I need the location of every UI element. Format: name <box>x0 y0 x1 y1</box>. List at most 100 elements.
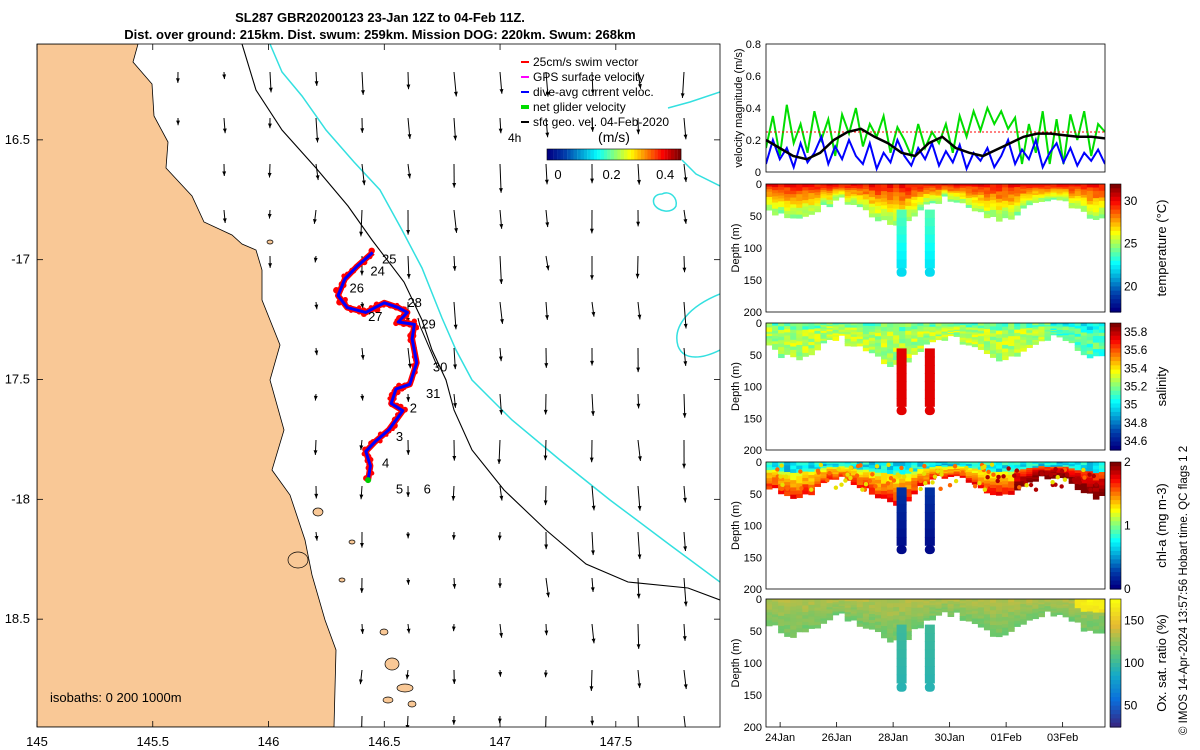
section-cell <box>965 605 973 609</box>
section-cell <box>899 478 906 484</box>
section-cell <box>923 468 930 472</box>
section-cell <box>1026 607 1033 611</box>
colorbar-cell <box>1110 607 1121 613</box>
section-cell <box>971 599 979 603</box>
section-cell <box>923 187 930 191</box>
colorbar-cell <box>573 149 578 160</box>
section-cell <box>766 329 773 333</box>
section-cell <box>1008 329 1015 334</box>
chl-sample <box>779 463 784 468</box>
section-cell <box>874 628 882 633</box>
section-cell <box>1068 466 1076 469</box>
section-cell <box>826 204 834 208</box>
section-cell <box>899 355 906 361</box>
section-cell <box>766 599 773 603</box>
section-cell <box>832 462 840 465</box>
colorbar-title: (m/s) <box>598 129 630 145</box>
section-cell <box>862 184 870 188</box>
section-cell <box>766 189 773 193</box>
section-cell <box>941 470 949 473</box>
section-cell <box>911 607 918 612</box>
colorbar-label: Ox. sat. ratio (%) <box>1154 614 1169 712</box>
section-cell <box>856 477 864 481</box>
colorbar-cell <box>1110 386 1121 392</box>
section-cell <box>790 602 797 608</box>
section-cell <box>1008 628 1015 632</box>
section-cell <box>959 462 967 465</box>
section-cell <box>1014 323 1021 327</box>
section-cell <box>1050 465 1058 468</box>
section-cell <box>1050 184 1058 187</box>
section-cell <box>790 200 797 205</box>
section-cell <box>996 478 1003 483</box>
section-cell <box>953 468 961 471</box>
section-cell <box>923 195 930 199</box>
section-cell <box>953 189 961 192</box>
section-cell <box>923 185 930 189</box>
section-cell <box>862 201 870 206</box>
section-cell <box>1068 334 1076 338</box>
section-cell <box>1092 198 1100 203</box>
section-cell <box>802 487 809 492</box>
vector-arrowhead <box>497 718 502 724</box>
section-cell <box>881 462 888 467</box>
section-cell <box>778 210 785 214</box>
colorbar-tick-label: 50 <box>1124 699 1138 713</box>
island <box>266 239 274 245</box>
section-cell <box>977 482 985 486</box>
section-cell <box>996 217 1003 222</box>
y-tick-label: -18 <box>11 491 30 506</box>
section-cell <box>1008 336 1015 341</box>
section-cell <box>796 621 803 626</box>
section-cell <box>947 609 955 612</box>
section-cell <box>1074 599 1082 602</box>
section-cell <box>1032 600 1039 604</box>
section-cell <box>983 471 991 475</box>
section-cell <box>838 604 846 607</box>
section-cell <box>983 608 991 612</box>
depth-tick-label: 0 <box>756 594 762 606</box>
vector-arrowhead <box>543 726 547 727</box>
section-cell <box>953 323 961 325</box>
section-cell <box>784 326 791 330</box>
dive-column <box>896 373 907 383</box>
section-cell <box>917 207 924 211</box>
section-cell <box>1080 624 1088 629</box>
section-cell <box>1014 211 1021 216</box>
colorbar-cell <box>1110 407 1121 413</box>
section-cell <box>1068 616 1076 620</box>
section-cell <box>977 485 985 489</box>
section-cell <box>1056 191 1064 195</box>
section-cell <box>1032 471 1039 475</box>
section-cell <box>838 325 846 328</box>
section-cell <box>1098 190 1105 195</box>
section-cell <box>917 607 924 612</box>
colorbar-cell <box>550 149 554 160</box>
day-label: 3 <box>396 429 403 444</box>
section-cell <box>784 190 791 195</box>
section-cell <box>1056 188 1064 191</box>
colorbar-cell <box>553 149 558 160</box>
section-cell <box>1038 602 1045 605</box>
section-cell <box>850 617 858 621</box>
section-cell <box>874 187 882 192</box>
section-cell <box>778 336 785 341</box>
section-cell <box>856 195 864 199</box>
colorbar-cell <box>1110 663 1121 668</box>
section-cell <box>862 464 870 468</box>
section-cell <box>1074 483 1082 488</box>
section-cell <box>893 603 900 608</box>
section-cell <box>929 465 936 468</box>
section-cell <box>832 467 840 470</box>
section-cell <box>1002 474 1009 479</box>
section-cell <box>772 604 779 608</box>
section-cell <box>893 360 900 365</box>
section-cell <box>996 599 1003 604</box>
section-cell <box>977 624 985 628</box>
vector-arrowhead <box>636 221 641 227</box>
section-cell <box>802 481 809 485</box>
section-cell <box>1086 184 1094 189</box>
section-cell <box>977 601 985 606</box>
section-cell <box>766 196 773 201</box>
colorbar-cell <box>650 149 655 160</box>
